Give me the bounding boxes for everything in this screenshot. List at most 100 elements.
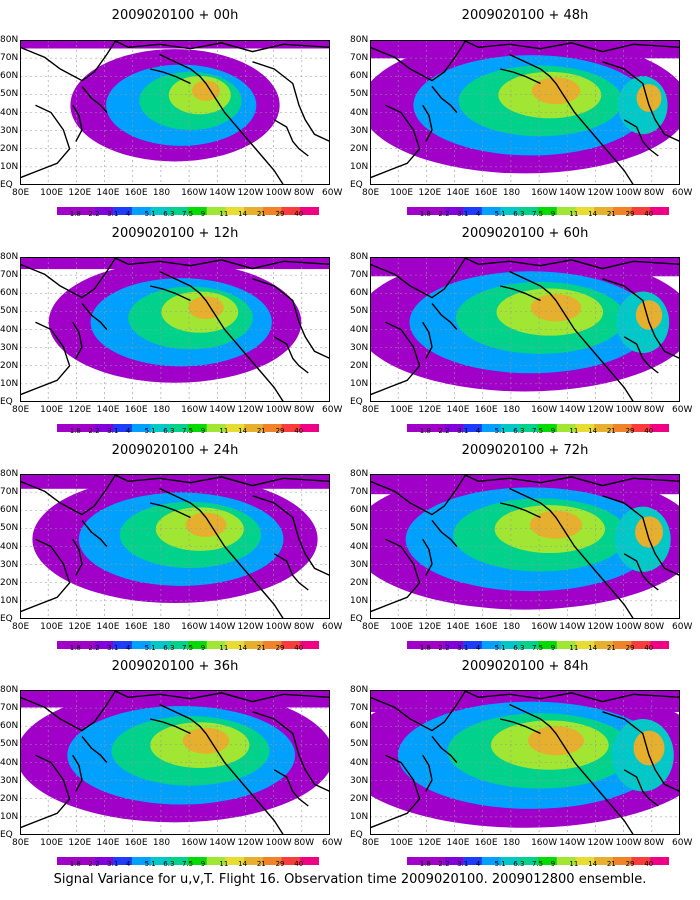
lat-tick-label: 10N (350, 811, 369, 822)
colorbar-label: 11 (219, 860, 229, 868)
lat-tick-label: 10N (350, 161, 369, 172)
colorbar-label: 21 (256, 427, 266, 435)
lon-tick-label: 100E (40, 405, 64, 415)
lat-tick-label: 50N (350, 739, 369, 750)
lat-tick-label: EQ (0, 397, 13, 407)
figure-caption: Signal Variance for u,v,T. Flight 16. Ob… (53, 872, 647, 887)
colorbar-label: 9 (200, 644, 206, 652)
lon-tick-label: 100W (615, 188, 642, 198)
lon-tick-label: 120E (68, 405, 92, 415)
lat-tick-label: 80N (0, 35, 19, 45)
coastline (20, 690, 117, 732)
lat-tick-label: 40N (0, 541, 19, 552)
colorbar-swatch (612, 857, 633, 865)
coastline (273, 119, 309, 157)
colorbar-swatch (150, 857, 170, 865)
lon-tick-label: 140E (96, 622, 120, 632)
coastline (81, 302, 108, 330)
lon-tick-label: 160E (124, 188, 148, 198)
lon-tick-label: 140E (96, 838, 120, 848)
colorbar-swatch (281, 207, 301, 215)
lon-tick-label: 100W (265, 405, 292, 415)
coastline (370, 40, 467, 82)
lon-tick-label: 120E (68, 838, 92, 848)
panel-title: 2009020100 + 24h (111, 443, 239, 458)
coastline (81, 735, 108, 763)
colorbar-swatch (500, 424, 520, 432)
coastline (252, 278, 330, 360)
variance-contour (185, 512, 227, 537)
lat-tick-label: 40N (350, 324, 369, 335)
lat-tick-label: 70N (350, 53, 369, 64)
lat-tick-label: 60N (350, 505, 369, 516)
lat-tick-label: 70N (0, 53, 19, 64)
coastline (72, 104, 83, 142)
colorbar-label: 21 (606, 427, 616, 435)
lat-tick-label: 50N (0, 523, 19, 534)
lon-tick-label: 100E (40, 622, 64, 632)
variance-map (20, 40, 330, 185)
lon-tick-label: 160E (474, 622, 498, 632)
colorbar-label: 9 (200, 427, 206, 435)
colorbar (407, 634, 670, 649)
coastline (112, 690, 330, 703)
variance-contour (633, 730, 665, 766)
lon-tick-label: 180 (152, 622, 171, 632)
lat-tick-label: 30N (350, 559, 369, 570)
colorbar-swatch (188, 857, 208, 865)
map-panel (20, 690, 330, 835)
coastline (112, 257, 330, 270)
colorbar-label: 5.1 (144, 427, 156, 435)
coastline (72, 538, 83, 576)
colorbar-label: 21 (256, 644, 266, 652)
colorbar-label: 14 (588, 860, 598, 868)
coastline (431, 302, 458, 330)
colorbar (407, 417, 670, 432)
lon-tick-label: 80W (643, 405, 665, 415)
lon-tick-label: 100E (390, 405, 414, 415)
coastline (462, 257, 680, 270)
variance-map (370, 40, 680, 185)
colorbar-label: 9 (550, 427, 556, 435)
colorbar-label: 40 (294, 210, 304, 218)
colorbar-label: 5.1 (494, 860, 506, 868)
colorbar-label: 21 (606, 210, 616, 218)
lon-tick-label: 160W (531, 838, 558, 848)
colorbar-swatch (612, 424, 633, 432)
coastline (112, 474, 330, 487)
colorbar-swatch (169, 207, 189, 215)
lon-tick-label: 80W (293, 405, 315, 415)
colorbar-swatch (444, 207, 464, 215)
colorbar-label: 11 (569, 860, 579, 868)
lon-tick-label: 160E (474, 405, 498, 415)
colorbar-swatch (300, 857, 320, 865)
lon-tick-label: 120W (587, 838, 614, 848)
coastline (509, 270, 635, 402)
colorbar-swatch (594, 641, 614, 649)
lon-tick-label: 80E (362, 405, 380, 415)
lat-tick-label: 40N (0, 107, 19, 118)
colorbar-swatch (425, 424, 445, 432)
coastline (20, 257, 117, 299)
colorbar-label: 2.2 (438, 210, 450, 218)
colorbar-swatch (225, 641, 245, 649)
colorbar-swatch (631, 857, 651, 865)
colorbar-label: 11 (569, 644, 579, 652)
lat-tick-label: 60N (0, 721, 19, 732)
colorbar-label: 5.1 (494, 644, 506, 652)
variance-map (370, 690, 680, 835)
coastline (500, 502, 541, 519)
colorbar-swatch (113, 424, 133, 432)
lat-tick-label: 80N (0, 685, 19, 695)
colorbar-label: 40 (294, 644, 304, 652)
colorbar-label: 7.5 (182, 644, 194, 652)
colorbar-swatch (131, 207, 152, 215)
lon-tick-label: 80E (362, 622, 380, 632)
colorbar-swatch (113, 857, 133, 865)
colorbar-label: 29 (625, 210, 635, 218)
lat-tick-label: 30N (350, 775, 369, 786)
lat-tick-label: 20N (350, 143, 369, 154)
colorbar-swatch (425, 207, 445, 215)
lat-tick-label: 30N (0, 775, 19, 786)
colorbar-label: 4 (125, 644, 131, 652)
